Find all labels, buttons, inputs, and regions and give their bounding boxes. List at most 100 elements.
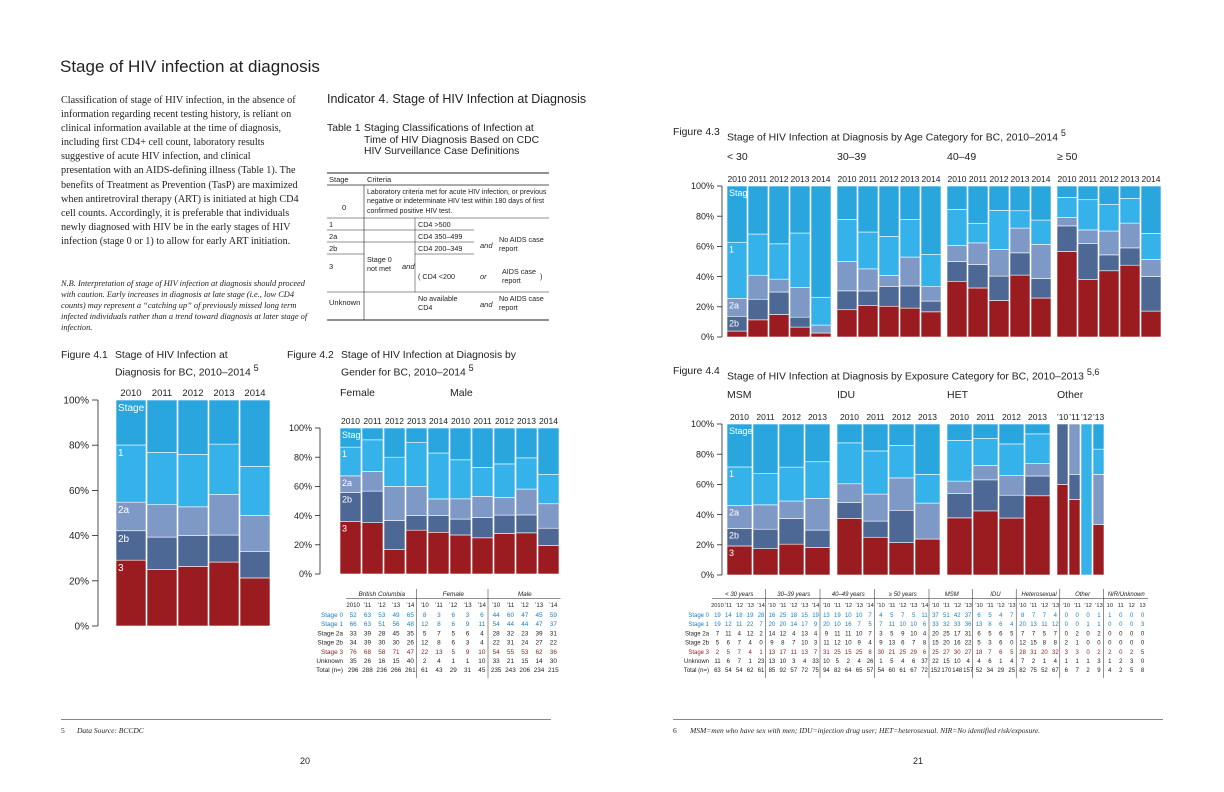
y-tick-label: 0% xyxy=(299,569,312,579)
bar-segment-stage-0 xyxy=(405,427,428,443)
table-year: ’14 xyxy=(478,602,487,609)
table-cell: 15 xyxy=(943,659,950,665)
y-tick-label: 60% xyxy=(69,486,89,497)
table-cell: 52 xyxy=(976,668,983,674)
bar-segment-1 xyxy=(1024,433,1051,464)
table-cell: 59 xyxy=(550,612,558,619)
table-cell: 20 xyxy=(932,631,939,637)
stage-label: 3 xyxy=(342,523,347,533)
footnote5-num: 5 xyxy=(61,726,65,735)
bar-segment-2b xyxy=(967,264,989,289)
bar-segment-stage-0 xyxy=(810,185,832,298)
table-year: 10 xyxy=(1107,603,1113,609)
table-cell: 5 xyxy=(1141,650,1145,656)
table-cell: 0 xyxy=(1119,650,1123,656)
bar-segment-2b xyxy=(515,514,538,534)
year-label: 2011 xyxy=(363,416,382,426)
y-tick-label: 40% xyxy=(69,531,89,542)
table-cell: 11 xyxy=(921,613,928,619)
year-label: 2014 xyxy=(1032,174,1051,184)
table-cell: 20 xyxy=(1041,650,1048,656)
table1-row2a-stage: 2a xyxy=(329,232,338,241)
table-year: ’14 xyxy=(406,602,415,609)
table-cell: 0 xyxy=(1141,659,1145,665)
table-cell: 11 xyxy=(823,641,830,647)
table1-row3-stage: 3 xyxy=(329,262,334,271)
table-cell: 22 xyxy=(965,641,972,647)
table-cell: 4 xyxy=(977,659,981,665)
table-cell: 6 xyxy=(923,622,927,628)
table-row-label: Stage 2b xyxy=(317,640,343,647)
y-tick-label: 60% xyxy=(696,480,714,490)
stage-label: 1 xyxy=(342,449,347,459)
table-year: ’11 xyxy=(779,603,786,609)
bar-segment-3 xyxy=(862,536,889,576)
table-cell: 35 xyxy=(350,658,358,665)
year-label: 2010 xyxy=(120,388,141,399)
year-label: 2012 xyxy=(182,388,203,399)
bar-segment-2a xyxy=(1077,229,1099,244)
bar-segment-1 xyxy=(1080,423,1093,576)
table-cell: 22 xyxy=(932,659,939,665)
stage-label: 2a xyxy=(118,505,130,516)
fig42-table: British Columbia Female Male 2010 ’11 ’12 ’13 ’… xyxy=(316,589,561,678)
table-cell: 2 xyxy=(423,658,427,665)
table-cell: 0 xyxy=(1086,613,1090,619)
table-cell: 27 xyxy=(943,650,950,656)
table-year: ’12 xyxy=(844,603,852,609)
bar-segment-3 xyxy=(857,305,879,338)
bar-segment-2a xyxy=(1092,474,1105,525)
bar-segment-2a xyxy=(361,471,384,492)
bar-segment-1 xyxy=(810,296,832,326)
table-cell: 7 xyxy=(879,622,883,628)
bar-segment-1 xyxy=(361,439,384,472)
table-cell: 3 xyxy=(1141,622,1145,628)
bar-segment-1 xyxy=(515,457,538,490)
year-label: 2011 xyxy=(473,416,492,426)
table-cell: 13 xyxy=(435,649,443,656)
table-cell: 10 xyxy=(856,631,863,637)
table-cell: 1 xyxy=(1108,613,1112,619)
table-year: ’13 xyxy=(535,602,544,609)
bar-segment-1 xyxy=(920,254,942,287)
intro-paragraph: Classification of stage of HIV infection… xyxy=(61,95,299,247)
table-year: ’11 xyxy=(888,603,895,609)
table-cell: 0 xyxy=(1065,622,1069,628)
table-cell: 2 xyxy=(716,650,720,656)
bar-segment-1 xyxy=(752,473,779,506)
year-label: 2013 xyxy=(213,388,234,399)
table-cell: 19 xyxy=(834,613,841,619)
table-cell: 44 xyxy=(493,612,501,619)
table-cell: 0 xyxy=(1130,641,1134,647)
year-label: 2013 xyxy=(517,416,536,426)
year-label: 2011 xyxy=(1079,174,1098,184)
table-cell: 30 xyxy=(550,658,558,665)
page-number-right: 21 xyxy=(913,756,924,766)
group-label: IDU xyxy=(837,389,855,401)
stage-label: 3 xyxy=(729,548,734,558)
table-row-label: Total (n=) xyxy=(316,667,343,674)
table-cell: 8 xyxy=(923,641,927,647)
table-cell: 37 xyxy=(550,621,558,628)
table-cell: 3 xyxy=(988,641,992,647)
table-cell: 6 xyxy=(999,631,1003,637)
bar-segment-3 xyxy=(972,510,999,576)
bar-segment-3 xyxy=(836,309,858,338)
table-year: ’13 xyxy=(855,603,863,609)
bar-segment-3 xyxy=(946,280,968,338)
table-cell: 10 xyxy=(478,649,486,656)
table-cell: 0 xyxy=(1130,622,1134,628)
bar-segment-3 xyxy=(1024,495,1051,576)
table-year: ’12 xyxy=(521,602,530,609)
table-cell: 7 xyxy=(868,613,872,619)
table-cell: 157 xyxy=(963,668,974,674)
table-cell: 0 xyxy=(1130,613,1134,619)
table-cell: 0 xyxy=(1086,631,1090,637)
bar-segment-2a xyxy=(878,275,900,287)
table-cell: 29 xyxy=(910,650,917,656)
table-cell: 235 xyxy=(491,667,502,674)
table-cell: 63 xyxy=(364,612,372,619)
year-label: 2011 xyxy=(969,174,988,184)
group-label: Female xyxy=(340,387,375,399)
table-cell: 26 xyxy=(407,640,415,647)
